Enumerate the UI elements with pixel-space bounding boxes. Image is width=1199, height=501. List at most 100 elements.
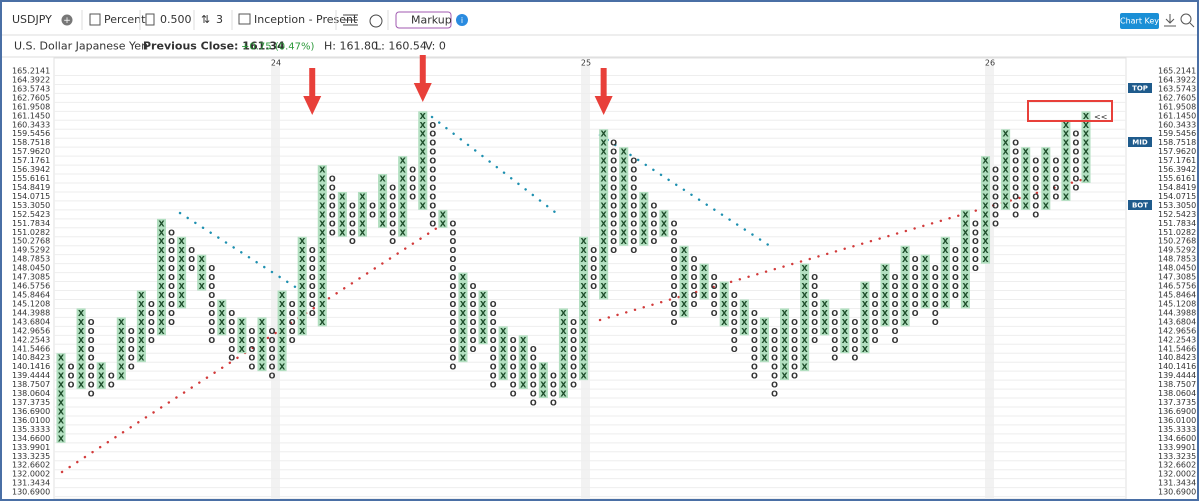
box-size[interactable]: 0.500 xyxy=(160,13,192,26)
o-box: O xyxy=(1012,192,1019,201)
x-box: X xyxy=(359,210,366,219)
x-box: X xyxy=(299,273,306,282)
o-box: O xyxy=(1052,175,1059,184)
o-box: O xyxy=(570,372,577,381)
x-box: X xyxy=(882,309,889,318)
x-box: X xyxy=(78,345,85,354)
o-box: O xyxy=(450,273,457,282)
o-box: O xyxy=(972,246,979,255)
y-tick-label-right: 160.3433 xyxy=(1158,120,1196,129)
x-box: X xyxy=(601,246,608,255)
x-box: X xyxy=(520,372,527,381)
x-box: X xyxy=(902,246,909,255)
reversal-icon: ⇅ xyxy=(201,13,210,26)
x-box: X xyxy=(460,327,467,336)
box-size-icon[interactable] xyxy=(145,13,155,26)
o-box: O xyxy=(1012,139,1019,148)
x-box: X xyxy=(420,175,427,184)
markup-button[interactable] xyxy=(395,11,452,29)
x-box: X xyxy=(420,183,427,192)
o-box: O xyxy=(208,327,215,336)
x-box: X xyxy=(942,273,949,282)
o-box: O xyxy=(831,309,838,318)
o-box: O xyxy=(791,336,798,345)
o-box: O xyxy=(671,237,678,246)
x-column xyxy=(1041,147,1051,210)
date-range[interactable]: Inception - Present xyxy=(254,13,358,26)
o-box: O xyxy=(208,309,215,318)
o-box: O xyxy=(872,309,879,318)
x-box: X xyxy=(882,291,889,300)
x-box: X xyxy=(601,130,608,139)
o-box: O xyxy=(811,291,818,300)
add-icon[interactable] xyxy=(61,14,73,26)
scale[interactable]: Percent xyxy=(104,13,146,26)
range-icon[interactable] xyxy=(238,13,251,25)
x-box: X xyxy=(279,291,286,300)
x-box: X xyxy=(1063,130,1070,139)
x-box: X xyxy=(661,228,668,237)
x-box: X xyxy=(560,345,567,354)
o-box: O xyxy=(550,381,557,390)
x-box: X xyxy=(279,363,286,372)
y-tick-label: 163.5743 xyxy=(12,84,50,93)
o-box: O xyxy=(88,390,95,399)
x-box: X xyxy=(98,381,105,390)
o-box: O xyxy=(349,201,356,210)
x-box: X xyxy=(179,300,186,309)
download-icon[interactable] xyxy=(1164,14,1176,27)
x-box: X xyxy=(1063,175,1070,184)
o-box: O xyxy=(610,157,617,166)
reversal[interactable]: 3 xyxy=(216,13,223,26)
y-tick-label-right: 139.4444 xyxy=(1158,371,1196,380)
o-box: O xyxy=(671,219,678,228)
x-box: X xyxy=(902,264,909,273)
x-box: X xyxy=(580,291,587,300)
info-icon[interactable] xyxy=(456,14,468,26)
x-box: X xyxy=(560,336,567,345)
o-box: O xyxy=(349,228,356,237)
alert-icon[interactable] xyxy=(369,14,383,28)
x-box: X xyxy=(882,264,889,273)
x-box: X xyxy=(1083,130,1090,139)
settings-icon[interactable] xyxy=(343,14,358,26)
x-column xyxy=(659,209,669,237)
o-box: O xyxy=(490,372,497,381)
x-column xyxy=(880,263,890,327)
x-box: X xyxy=(500,336,507,345)
y-tick-label: 139.4444 xyxy=(12,371,50,380)
x-box: X xyxy=(721,318,728,327)
o-box: O xyxy=(490,363,497,372)
x-box: X xyxy=(299,282,306,291)
o-box: O xyxy=(68,363,75,372)
o-box: O xyxy=(168,318,175,327)
x-box: X xyxy=(580,354,587,363)
o-box: O xyxy=(1012,157,1019,166)
x-box: X xyxy=(982,228,989,237)
scale-icon[interactable] xyxy=(89,13,101,26)
x-box: X xyxy=(319,228,326,237)
x-box: X xyxy=(58,363,65,372)
symbol[interactable]: USDJPY xyxy=(12,13,52,26)
zoom-icon[interactable] xyxy=(1180,13,1192,25)
x-box: X xyxy=(400,210,407,219)
y-tick-label: 155.6161 xyxy=(12,174,50,183)
x-box: X xyxy=(862,300,869,309)
y-tick-label-right: 136.0100 xyxy=(1158,416,1196,425)
x-box: X xyxy=(601,273,608,282)
chart-key-label: Chart Key xyxy=(1120,17,1159,26)
x-box: X xyxy=(802,282,809,291)
chart-key-button[interactable] xyxy=(1120,13,1159,29)
o-box: O xyxy=(429,175,436,184)
x-box: X xyxy=(962,282,969,291)
o-box: O xyxy=(429,166,436,175)
o-box: O xyxy=(530,390,537,399)
x-box: X xyxy=(520,363,527,372)
x-box: X xyxy=(420,166,427,175)
x-box: X xyxy=(601,237,608,246)
o-box: O xyxy=(429,219,436,228)
o-box: O xyxy=(650,210,657,219)
o-box: O xyxy=(389,201,396,210)
x-box: X xyxy=(822,318,829,327)
o-box: O xyxy=(650,219,657,228)
